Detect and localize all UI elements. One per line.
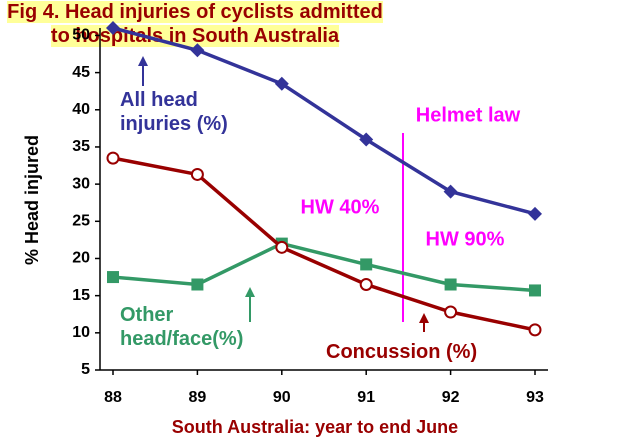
arrow-head — [138, 56, 148, 66]
y-tick-label: 45 — [72, 64, 90, 81]
y-tick-label: 5 — [81, 361, 90, 378]
y-tick-label: 40 — [72, 101, 90, 118]
y-tick-label: 35 — [72, 138, 90, 155]
marker — [190, 167, 204, 181]
y-tick-label: 30 — [72, 175, 90, 192]
y-axis-title: % Head injured — [22, 135, 42, 265]
y-tick-label: 50 — [72, 27, 90, 44]
series-line — [112, 26, 536, 216]
x-tick-label: 88 — [104, 389, 122, 406]
marker — [190, 43, 205, 58]
marker — [191, 278, 204, 291]
arrow-head — [245, 287, 255, 297]
x-axis-title: South Australia: year to end June — [172, 417, 458, 437]
series-label: Other head/face(%) — [120, 304, 244, 350]
annotation: Helmet law — [416, 104, 521, 126]
marker — [106, 151, 120, 165]
series-line — [112, 241, 536, 293]
series-line — [112, 156, 536, 332]
x-tick-label: 89 — [189, 389, 207, 406]
x-tick-label: 90 — [273, 389, 291, 406]
annotation: HW 90% — [426, 228, 505, 250]
series-label: All head injuries (%) — [120, 89, 228, 135]
y-tick-label: 10 — [72, 324, 90, 341]
marker — [528, 206, 542, 221]
x-tick-label: 91 — [357, 389, 375, 406]
x-tick-label: 92 — [442, 389, 460, 406]
x-tick-label: 93 — [526, 389, 544, 406]
marker — [359, 132, 374, 147]
marker — [444, 305, 458, 319]
y-tick-label: 25 — [72, 213, 90, 230]
chart-title: Fig 4. Head injuries of cyclists admitte… — [0, 0, 390, 48]
marker — [528, 323, 542, 337]
y-tick-label: 20 — [72, 250, 90, 267]
marker — [529, 284, 541, 297]
marker — [274, 76, 289, 91]
marker — [359, 278, 373, 291]
marker — [275, 240, 289, 254]
y-tick-label: 15 — [72, 287, 90, 304]
series-label: Concussion (%) — [326, 341, 478, 363]
marker — [106, 21, 120, 35]
marker — [443, 184, 458, 199]
annotation: HW 40% — [301, 196, 380, 218]
marker — [360, 258, 373, 271]
marker — [107, 271, 119, 284]
marker — [444, 278, 457, 291]
arrow-head — [419, 313, 429, 323]
